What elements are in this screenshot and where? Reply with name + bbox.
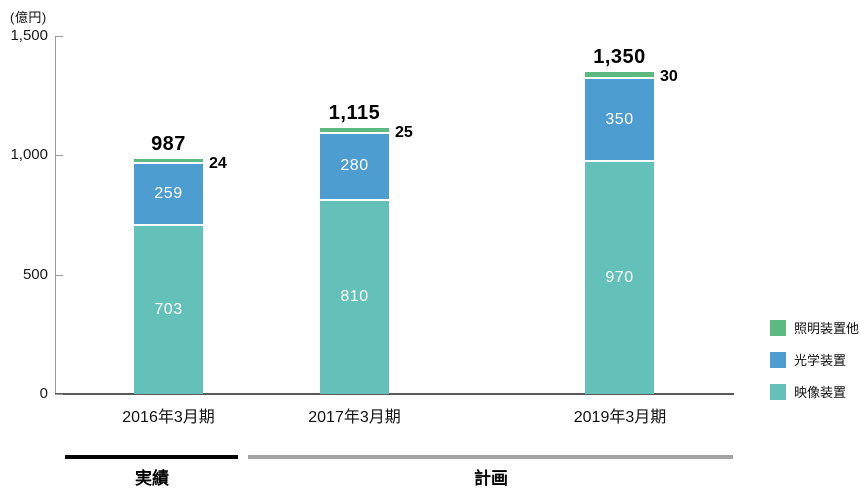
bar-total-label: 1,350 bbox=[593, 45, 646, 68]
y-tick-mark bbox=[55, 394, 63, 395]
x-axis-line bbox=[55, 393, 734, 395]
segment-value-label: 280 bbox=[340, 157, 369, 175]
actual-period-label: 実績 bbox=[135, 469, 169, 488]
legend-swatch bbox=[770, 319, 786, 336]
green-segment-side-label: 30 bbox=[660, 68, 678, 86]
segment-value-label: 259 bbox=[154, 185, 183, 203]
y-tick-label: 500 bbox=[22, 265, 48, 283]
legend-item: 照明装置他 bbox=[770, 318, 859, 337]
y-tick-label: 1,500 bbox=[10, 27, 48, 44]
y-tick-label: 1,000 bbox=[10, 146, 48, 164]
stacked-bar: 280 810 bbox=[320, 127, 389, 394]
y-tick-mark bbox=[55, 274, 63, 276]
bar-segment bbox=[585, 71, 654, 79]
bar-segment: 259 bbox=[134, 164, 203, 227]
legend: 照明装置他光学装置映像装置 bbox=[770, 318, 859, 401]
legend-item: 光学装置 bbox=[770, 350, 859, 369]
legend-swatch bbox=[770, 383, 786, 400]
bar-segment: 350 bbox=[585, 78, 654, 163]
segment-value-label: 703 bbox=[154, 301, 183, 319]
segment-value-label: 810 bbox=[340, 288, 369, 306]
legend-label: 照明装置他 bbox=[794, 321, 860, 336]
bar-segment bbox=[134, 158, 203, 165]
y-tick-label: 0 bbox=[39, 385, 48, 402]
stacked-bar: 259 703 bbox=[134, 158, 203, 394]
legend-label: 光学装置 bbox=[794, 353, 847, 368]
y-tick-mark bbox=[55, 36, 63, 37]
bar-segment: 703 bbox=[134, 226, 203, 394]
green-segment-side-label: 25 bbox=[395, 123, 413, 141]
plan-period-label: 計画 bbox=[474, 469, 508, 488]
segment-value-label: 970 bbox=[605, 269, 634, 287]
x-category-label: 2019年3月期 bbox=[573, 409, 667, 426]
y-tick-mark bbox=[55, 155, 63, 157]
bar-segment bbox=[320, 127, 389, 134]
green-segment-side-label: 24 bbox=[209, 154, 227, 172]
x-category-label: 2017年3月期 bbox=[308, 409, 401, 426]
plan-period-line bbox=[248, 455, 733, 459]
x-category-label: 2016年3月期 bbox=[122, 409, 215, 426]
segment-value-label: 350 bbox=[605, 110, 634, 128]
y-axis-unit-label: (億円) bbox=[10, 10, 47, 25]
legend-swatch bbox=[770, 351, 786, 368]
legend-label: 映像装置 bbox=[794, 385, 847, 400]
bar-total-label: 987 bbox=[151, 132, 186, 155]
actual-period-line bbox=[65, 455, 238, 459]
bar-segment: 280 bbox=[320, 133, 389, 201]
y-axis-line bbox=[55, 36, 56, 394]
stacked-bar: 350 970 bbox=[585, 71, 654, 394]
bar-segment: 970 bbox=[585, 162, 654, 394]
bar-segment: 810 bbox=[320, 200, 389, 394]
legend-item: 映像装置 bbox=[770, 382, 859, 401]
bar-total-label: 1,115 bbox=[328, 101, 381, 124]
